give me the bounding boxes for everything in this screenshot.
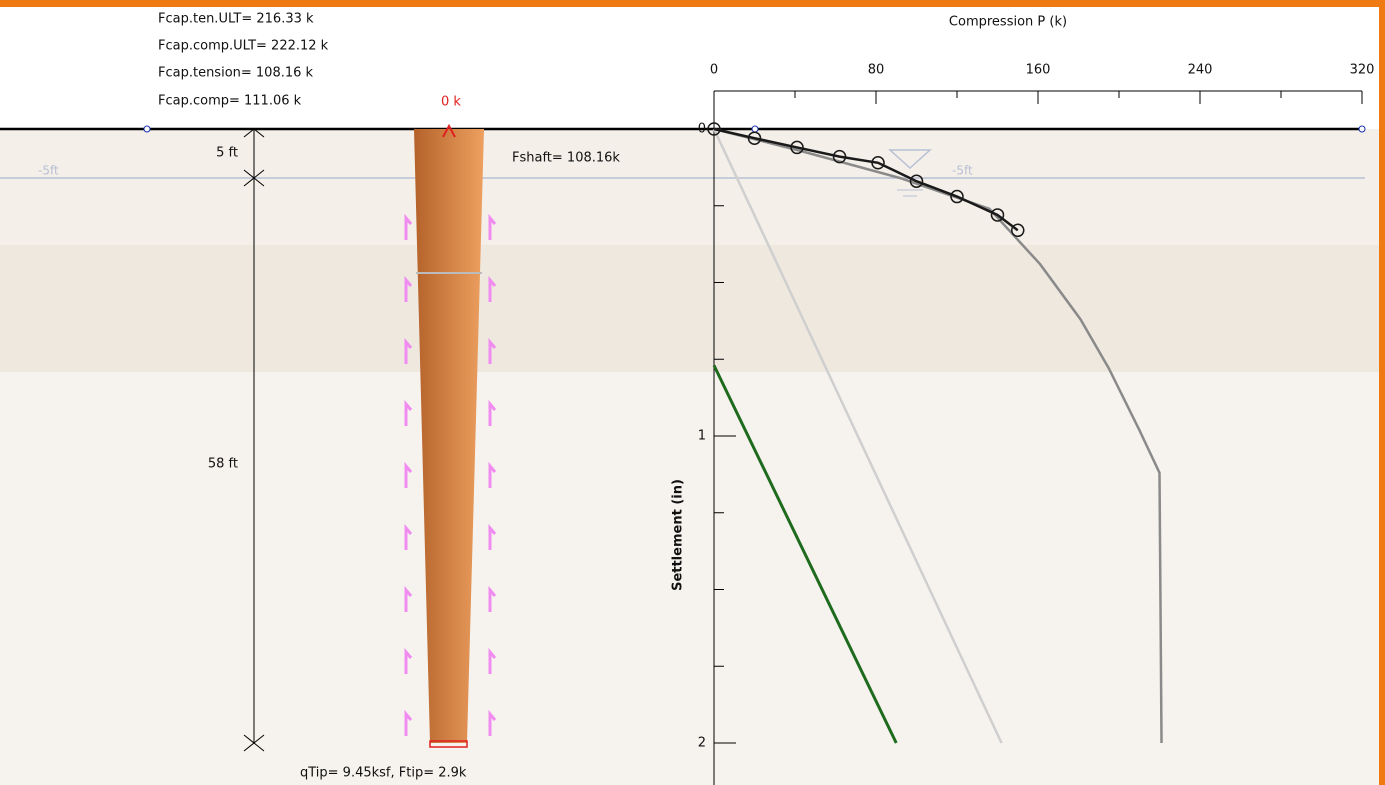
data-point <box>747 131 762 145</box>
tip-info: qTip= 9.45ksf, Ftip= 2.9k <box>300 766 467 781</box>
x-tick-label: 80 <box>868 63 885 78</box>
series-line <box>713 127 1019 232</box>
node <box>1358 125 1366 133</box>
series-line <box>712 364 898 744</box>
data-point <box>790 140 804 155</box>
dimension-tick <box>243 128 265 752</box>
x-tick-label: 0 <box>710 63 718 78</box>
water-label: -5ft <box>952 164 973 178</box>
soil-layer <box>0 245 1380 372</box>
node <box>143 125 151 133</box>
soil-layer <box>0 372 1380 785</box>
series-line <box>712 128 1003 744</box>
data-point <box>832 149 847 164</box>
friction-arrow <box>488 647 497 674</box>
x-tick-label: 320 <box>1350 63 1375 78</box>
friction-arrow <box>404 337 413 364</box>
friction-arrow <box>488 337 497 364</box>
capacity-text: Fcap.comp.ULT= 222.12 k <box>158 39 329 54</box>
friction-arrow <box>404 709 413 736</box>
data-point <box>909 174 924 188</box>
shaft-force: Fshaft= 108.16k <box>512 151 620 166</box>
series-line <box>713 127 1163 744</box>
y-tick-label: 2 <box>698 736 706 751</box>
friction-arrow <box>404 399 413 426</box>
friction-arrow <box>404 213 413 240</box>
water-label: -5ft <box>38 164 59 178</box>
data-point <box>707 122 721 136</box>
friction-arrow <box>404 275 413 302</box>
pile <box>414 129 484 743</box>
dimension-label: 5 ft <box>216 146 238 161</box>
friction-arrow <box>488 523 497 550</box>
friction-arrow <box>404 523 413 550</box>
friction-arrow <box>488 585 497 612</box>
y-axis-label: Settlement (in) <box>671 479 686 591</box>
pile-tip <box>429 740 468 748</box>
water-symbol <box>888 149 932 170</box>
x-tick-label: 160 <box>1026 63 1051 78</box>
capacity-text: Fcap.ten.ULT= 216.33 k <box>158 12 314 27</box>
friction-arrow <box>404 461 413 488</box>
right-border <box>1379 0 1385 785</box>
x-tick-label: 240 <box>1188 63 1213 78</box>
y-tick-label: 0 <box>698 122 706 137</box>
data-point <box>990 208 1005 222</box>
data-point <box>1011 223 1025 238</box>
y-tick-label: 1 <box>698 429 706 444</box>
friction-arrow <box>488 275 497 302</box>
dimension-label: 58 ft <box>208 457 238 472</box>
data-point <box>871 156 885 170</box>
capacity-text: Fcap.comp= 111.06 k <box>158 94 302 109</box>
load-arrow <box>442 123 456 138</box>
friction-arrow <box>488 461 497 488</box>
node <box>751 125 759 133</box>
top-load: 0 k <box>441 95 461 110</box>
capacity-text: Fcap.tension= 108.16 k <box>158 66 314 81</box>
friction-arrow <box>404 585 413 612</box>
top-bar <box>0 0 1385 7</box>
data-point <box>950 189 964 204</box>
friction-arrow <box>488 709 497 736</box>
friction-arrow <box>488 213 497 240</box>
x-axis-label: Compression P (k) <box>949 15 1067 30</box>
soil-layer <box>0 129 1380 245</box>
friction-arrow <box>488 399 497 426</box>
friction-arrow <box>404 647 413 674</box>
